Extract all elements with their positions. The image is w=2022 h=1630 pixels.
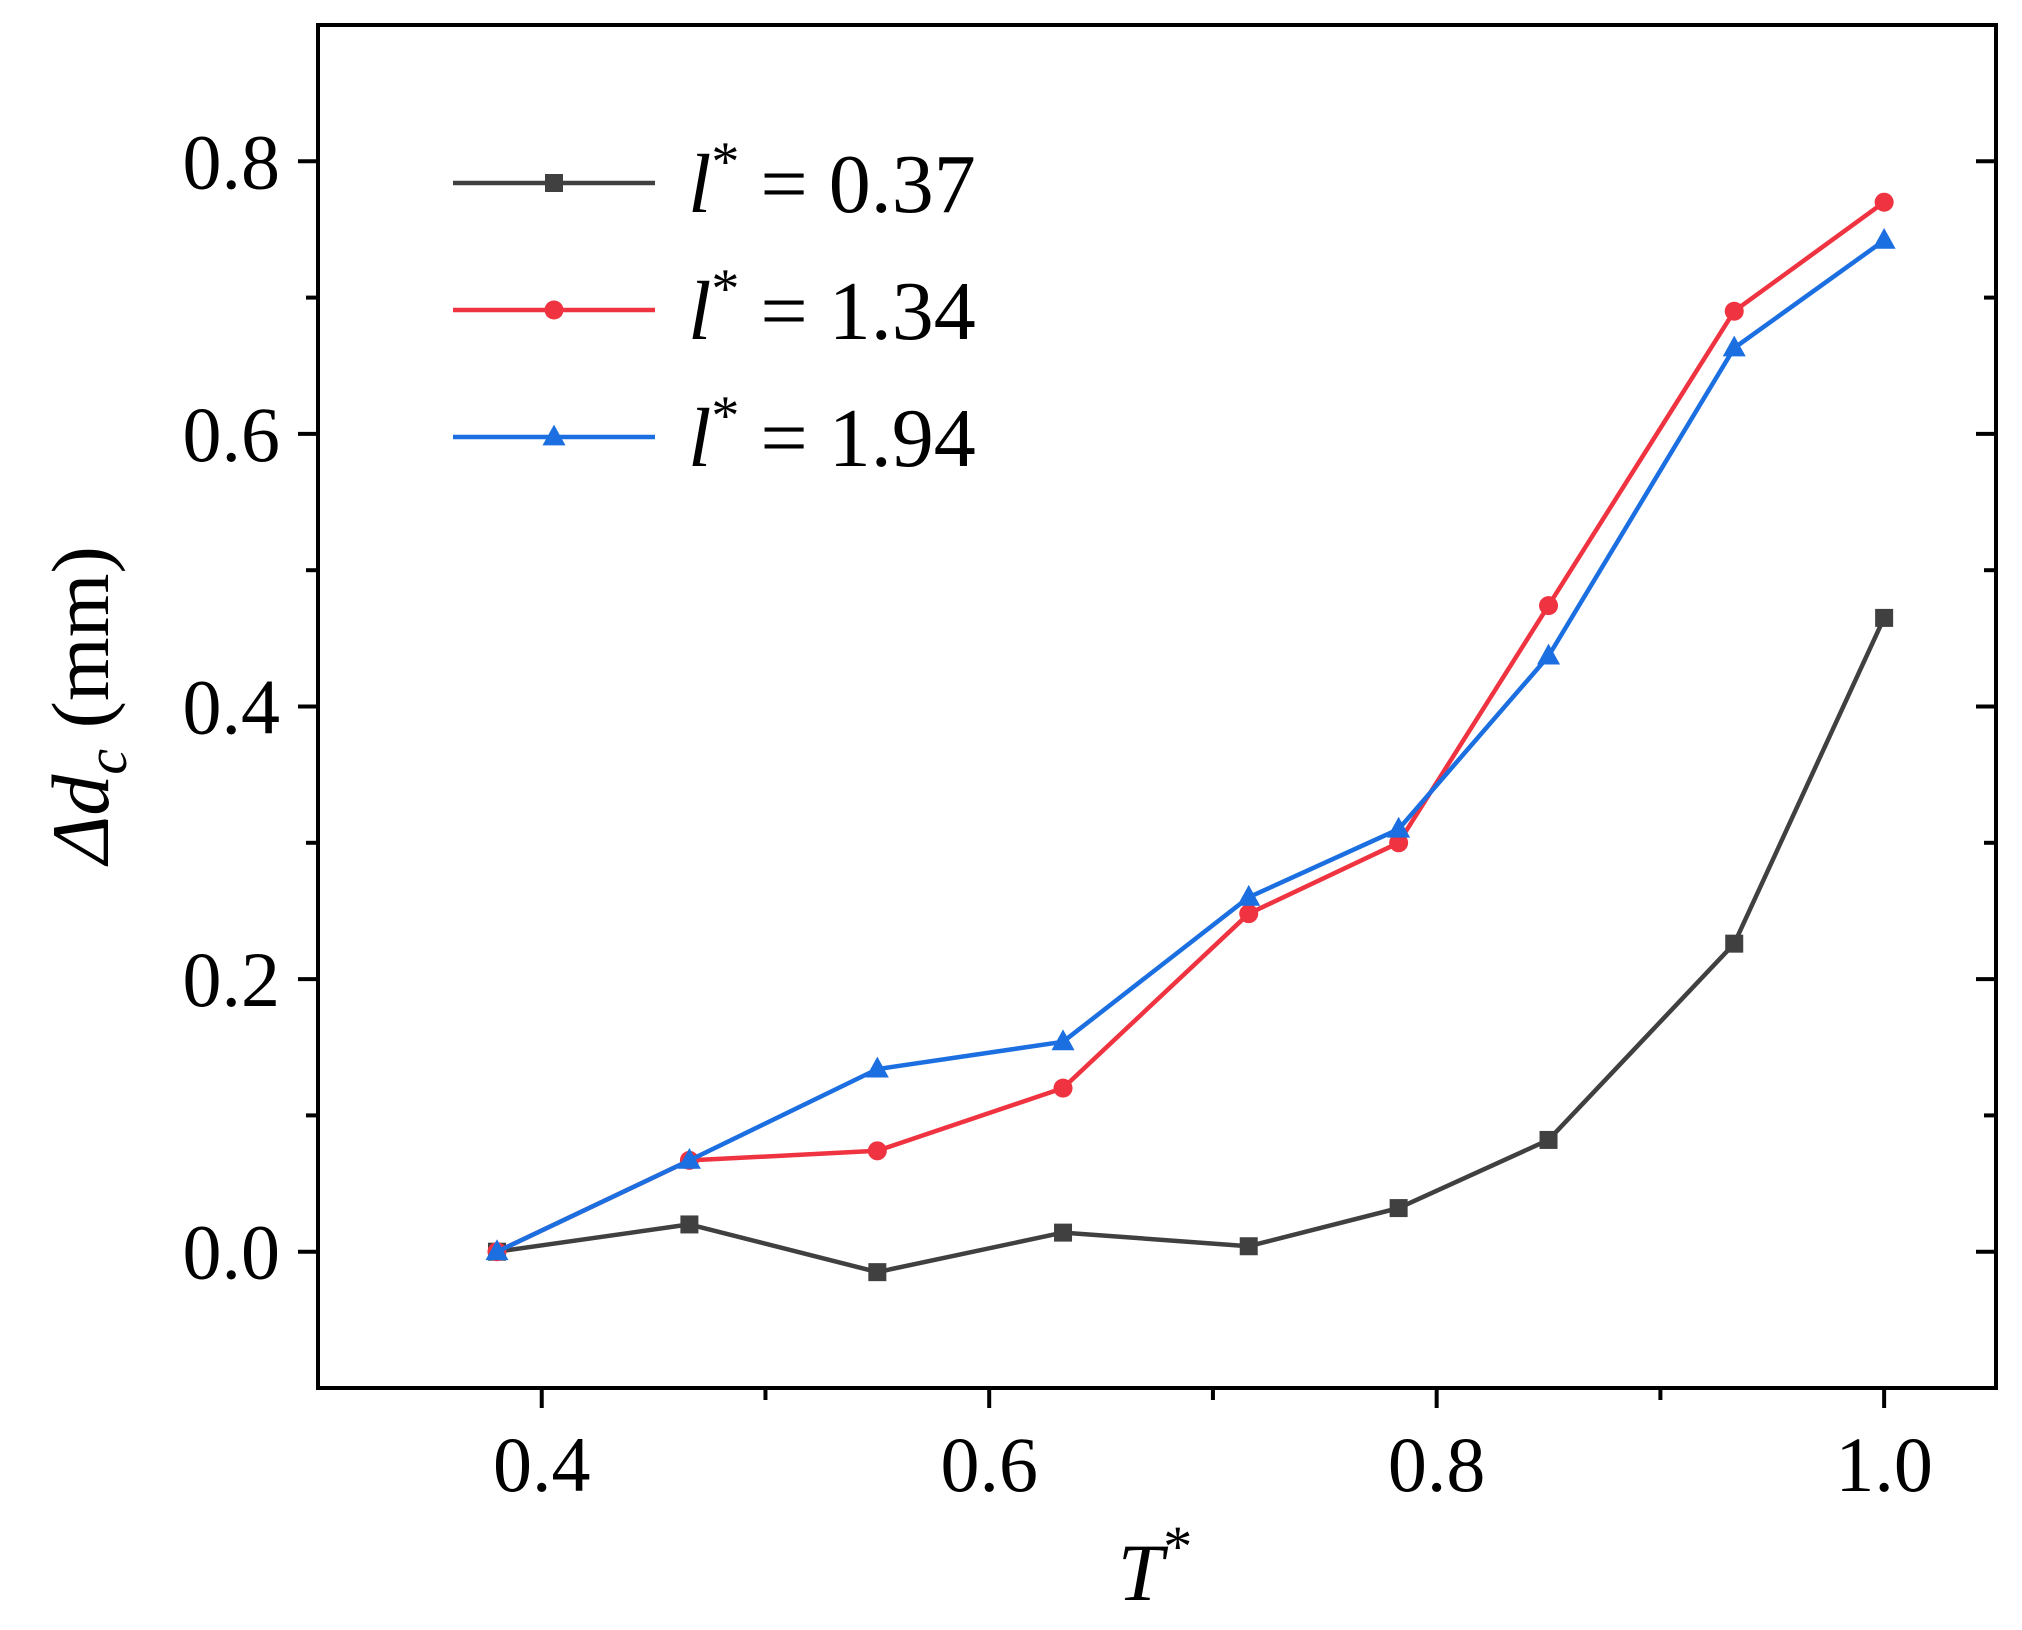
legend-item-3: l* = 1.94 <box>453 385 976 485</box>
y-tick-label: 0.6 <box>183 391 281 478</box>
data-point <box>1387 816 1411 838</box>
legend-label: l* = 0.37 <box>688 131 976 231</box>
y-tick-label: 0.4 <box>183 664 281 751</box>
x-tick-label: 0.8 <box>1388 1421 1486 1508</box>
legend-label: l* = 1.34 <box>688 258 976 358</box>
data-point <box>1875 608 1894 627</box>
data-point <box>867 1141 887 1161</box>
data-point <box>1237 884 1261 906</box>
data-point <box>868 1263 887 1282</box>
series-1 <box>487 608 1894 1282</box>
x-tick-label: 1.0 <box>1835 1421 1933 1508</box>
data-point <box>865 1056 889 1078</box>
y-tick-label: 0.0 <box>183 1209 281 1296</box>
data-point <box>1539 1130 1558 1149</box>
axes: 0.4 0.6 0.8 1.0 0.0 0.2 0.4 0.6 0.8 <box>183 23 1998 1508</box>
series-line <box>496 200 1886 1254</box>
legend-marker <box>542 424 566 446</box>
plot-frame <box>316 23 1998 1390</box>
legend-marker <box>544 300 564 320</box>
series-3 <box>485 227 1896 1261</box>
legend: l* = 0.37 l* = 1.34 l* = 1.94 <box>453 131 976 485</box>
data-point <box>1389 833 1409 853</box>
legend-item-2: l* = 1.34 <box>453 258 976 358</box>
data-point <box>1537 643 1561 665</box>
data-point <box>1725 934 1744 953</box>
data-point <box>1239 1237 1258 1256</box>
data-point <box>1722 335 1746 357</box>
y-tick-label: 0.2 <box>183 936 281 1023</box>
y-axis-title: Δdc (mm) <box>35 546 139 867</box>
legend-label: l* = 1.94 <box>688 385 976 485</box>
data-point <box>1054 1223 1073 1242</box>
data-point <box>1539 596 1559 616</box>
x-tick-label: 0.6 <box>940 1421 1038 1508</box>
axis-titles: T* Δdc (mm) <box>35 546 1192 1618</box>
x-axis-title: T* <box>1118 1514 1193 1618</box>
data-point <box>1053 1078 1073 1098</box>
legend-item-1: l* = 0.37 <box>453 131 976 231</box>
y-tick-label: 0.8 <box>183 118 281 205</box>
data-point <box>1389 1199 1408 1218</box>
data-point <box>680 1215 699 1234</box>
data-point <box>1872 227 1896 249</box>
data-point <box>485 1239 509 1261</box>
data-point <box>1239 904 1259 924</box>
data-point <box>1724 301 1744 321</box>
legend-marker <box>545 174 563 192</box>
x-tick-label: 0.4 <box>493 1421 591 1508</box>
data-point <box>1874 192 1894 212</box>
series-layer <box>485 192 1896 1282</box>
data-point <box>1051 1029 1075 1051</box>
data-point <box>677 1147 701 1169</box>
